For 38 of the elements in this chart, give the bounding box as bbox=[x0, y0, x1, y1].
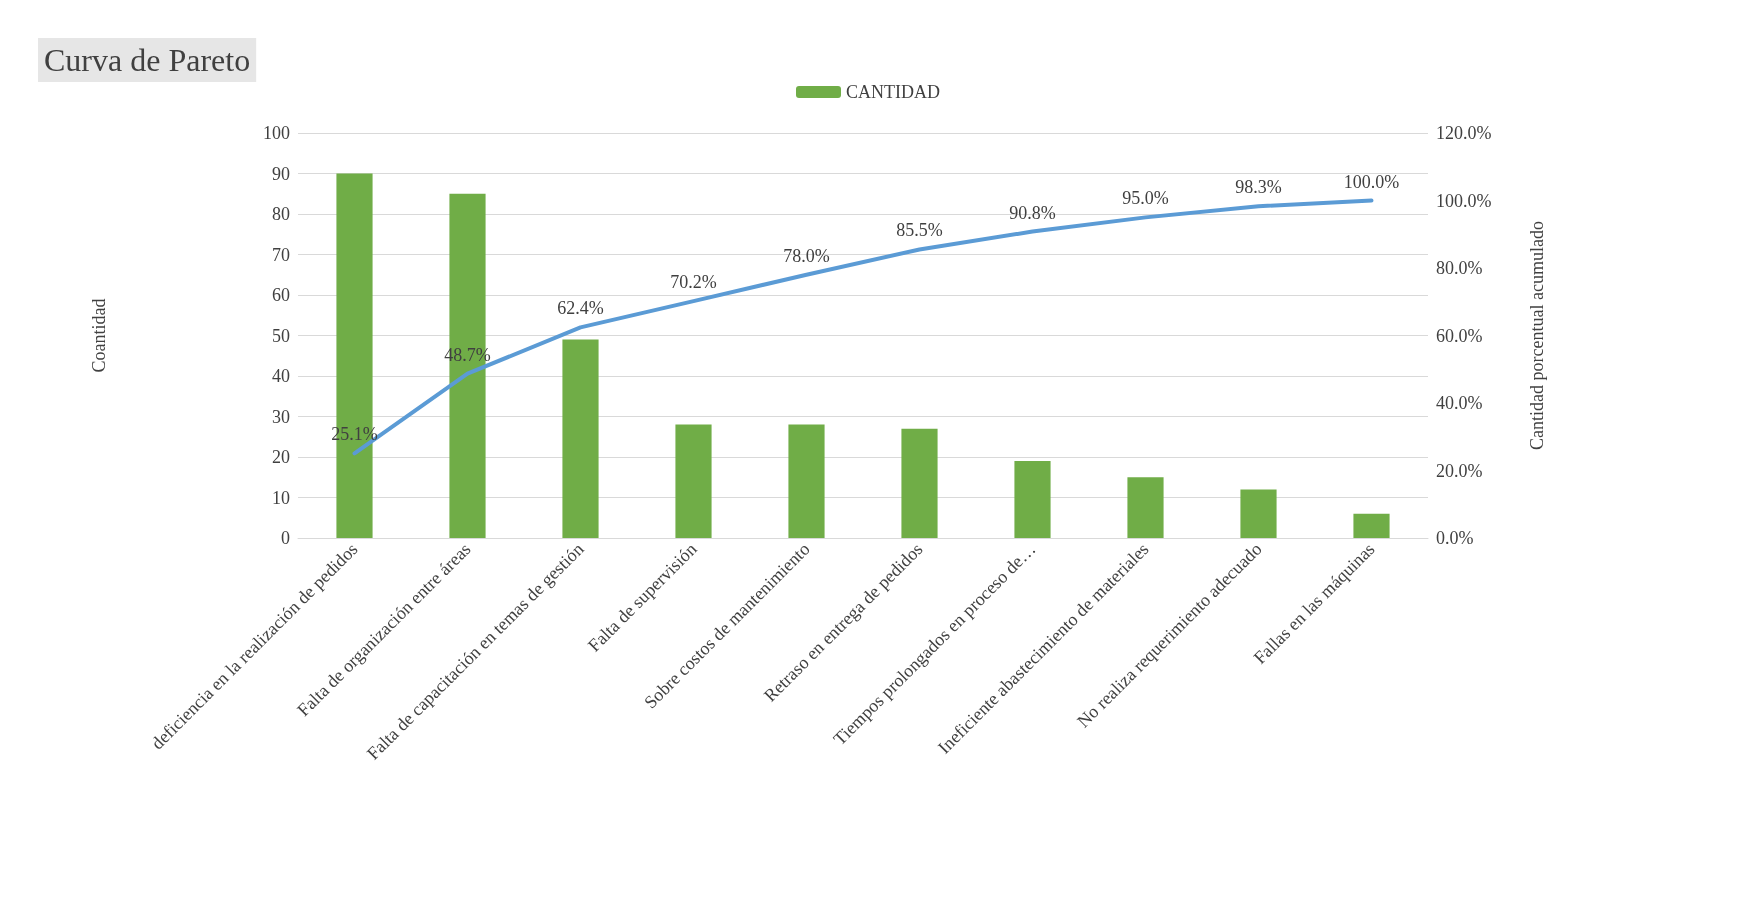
y2-tick-label: 60.0% bbox=[1436, 325, 1483, 346]
data-label: 78.0% bbox=[783, 245, 830, 266]
bar bbox=[562, 339, 599, 538]
data-label: 95.0% bbox=[1122, 188, 1169, 209]
y-tick-label: 90 bbox=[272, 163, 290, 184]
y2-tick-label: 100.0% bbox=[1436, 190, 1492, 211]
bar bbox=[788, 424, 825, 538]
y-tick-label: 20 bbox=[272, 447, 290, 467]
data-label: 98.3% bbox=[1235, 177, 1282, 198]
y-tick-label: 70 bbox=[272, 244, 290, 265]
y-tick-label: 80 bbox=[272, 204, 290, 224]
y2-tick-label: 20.0% bbox=[1436, 460, 1483, 481]
bar bbox=[1353, 513, 1390, 538]
bar bbox=[675, 424, 712, 538]
y-tick-label: 30 bbox=[272, 406, 290, 427]
chart-title: Curva de Pareto bbox=[44, 42, 251, 78]
data-label: 70.2% bbox=[670, 272, 717, 293]
bar bbox=[1014, 461, 1051, 538]
y2-tick-label: 0.0% bbox=[1436, 528, 1474, 548]
y-tick-label: 100 bbox=[263, 123, 290, 143]
legend-label: CANTIDAD bbox=[846, 82, 940, 102]
y2-axis-title: Cantidad porcentual acumulado bbox=[1527, 221, 1547, 450]
y2-tick-label: 120.0% bbox=[1436, 123, 1492, 143]
data-label: 90.8% bbox=[1009, 202, 1056, 223]
data-label: 100.0% bbox=[1343, 171, 1400, 192]
y2-tick-label: 80.0% bbox=[1436, 258, 1483, 278]
y-tick-label: 0 bbox=[281, 528, 290, 548]
bar bbox=[901, 428, 938, 538]
y2-tick-label: 40.0% bbox=[1436, 393, 1483, 413]
data-label: 62.4% bbox=[557, 298, 604, 319]
bar bbox=[1127, 477, 1164, 538]
y-tick-label: 50 bbox=[272, 325, 290, 346]
bar bbox=[1240, 489, 1277, 538]
data-label: 85.5% bbox=[896, 220, 943, 241]
y-tick-label: 10 bbox=[272, 487, 290, 508]
y-tick-label: 40 bbox=[272, 366, 290, 386]
y-axis-title: Coantidad bbox=[89, 298, 109, 373]
y-tick-label: 60 bbox=[272, 285, 290, 305]
